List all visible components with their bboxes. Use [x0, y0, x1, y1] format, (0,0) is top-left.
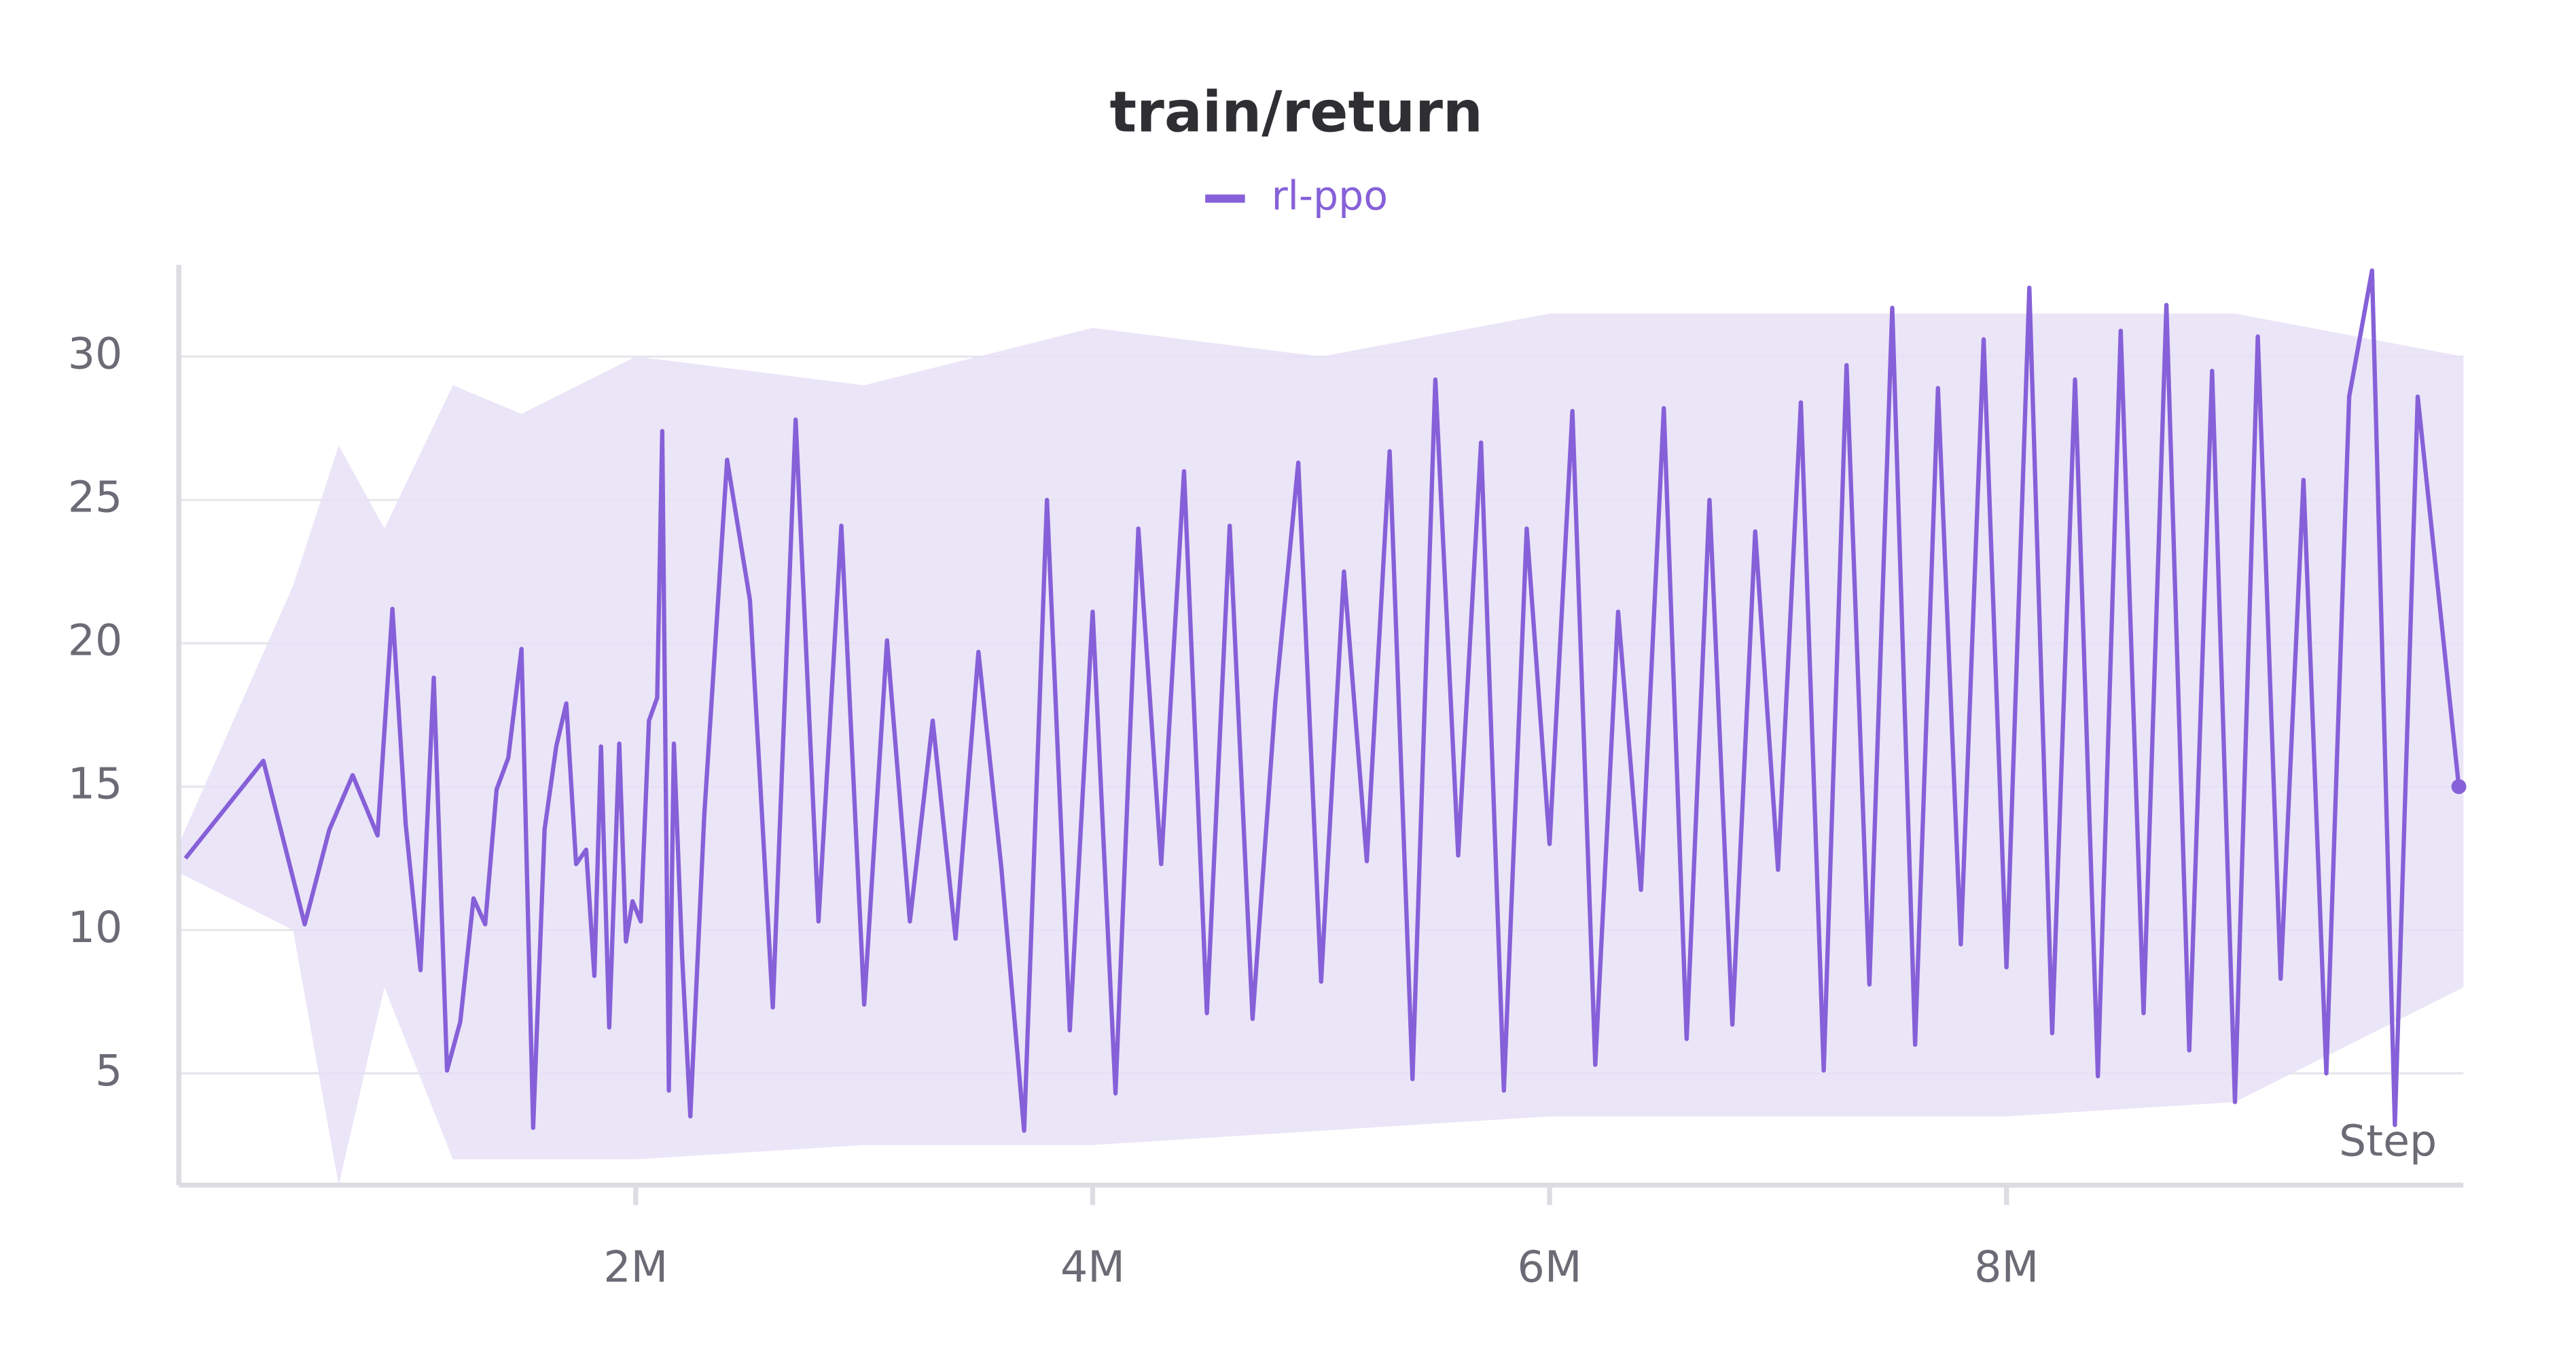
y-tick-label: 15 — [68, 759, 123, 809]
series-line — [183, 268, 2461, 1133]
y-tick-label: 10 — [68, 902, 123, 952]
legend: rl-ppo — [1205, 173, 1388, 219]
x-tick-label: 4M — [1060, 1242, 1125, 1292]
y-tick-label: 30 — [68, 329, 123, 379]
x-axis-label: Step — [2339, 1116, 2437, 1166]
x-tick-label: 6M — [1518, 1242, 1582, 1292]
legend-label: rl-ppo — [1272, 173, 1388, 219]
y-tick-label: 25 — [68, 472, 123, 522]
range-band — [179, 313, 2464, 1185]
chart-title: train/return — [1109, 79, 1482, 145]
end-point — [2451, 779, 2467, 795]
x-tick-label: 2M — [603, 1242, 668, 1292]
y-tick-label: 20 — [68, 615, 123, 666]
x-tick-label: 8M — [1974, 1242, 2039, 1292]
y-tick-label: 5 — [95, 1045, 122, 1096]
